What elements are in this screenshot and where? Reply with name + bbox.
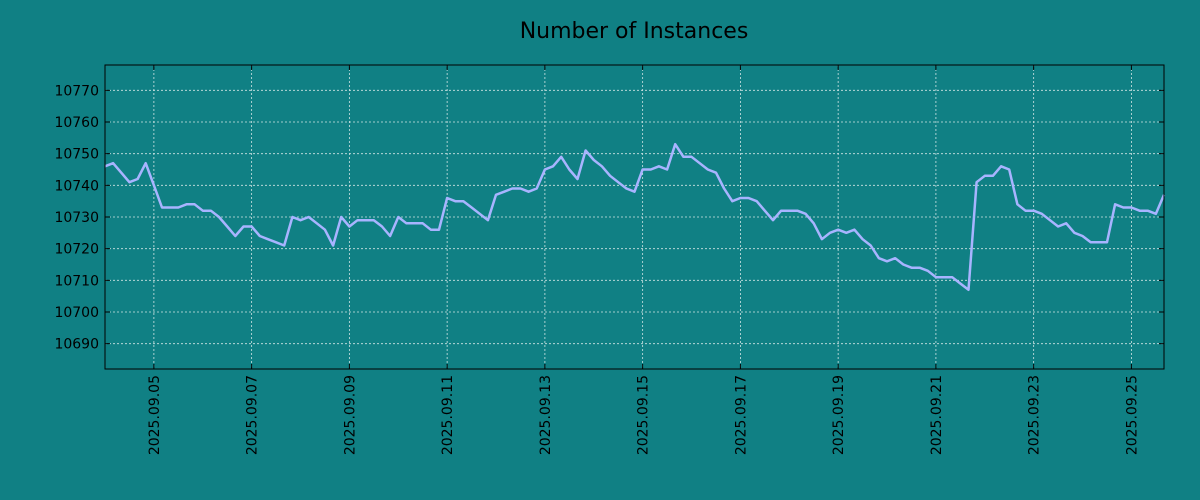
- y-tick-label: 10700: [54, 305, 99, 321]
- x-tick-label: 2025.09.19: [831, 375, 847, 455]
- x-tick-label: 2025.09.23: [1027, 375, 1043, 455]
- x-tick-label: 2025.09.15: [636, 375, 652, 455]
- y-tick-label: 10750: [54, 147, 99, 163]
- x-tick-label: 2025.09.13: [538, 375, 554, 455]
- tick-marks: [105, 65, 1164, 369]
- y-tick-label: 10710: [54, 273, 99, 289]
- y-tick-label: 10740: [54, 178, 99, 194]
- y-tick-label: 10760: [54, 115, 99, 131]
- series-layer: [104, 142, 1166, 292]
- x-tick-label: 2025.09.17: [733, 375, 749, 455]
- series-line: [104, 142, 1166, 292]
- x-tick-label: 2025.09.21: [929, 375, 945, 455]
- grid-lines: [105, 65, 1164, 369]
- x-tick-label: 2025.09.09: [342, 375, 358, 455]
- chart-title: Number of Instances: [520, 19, 749, 44]
- x-tick-label: 2025.09.11: [440, 375, 456, 455]
- x-tick-label: 2025.09.07: [245, 375, 261, 455]
- x-tick-label: 2025.09.05: [147, 375, 163, 455]
- y-tick-label: 10720: [54, 242, 99, 258]
- y-axis-labels: 10690 10700 10710 10720 10730 10740 10750 10760…: [54, 83, 99, 352]
- x-axis-labels: 2025.09.05 2025.09.07 2025.09.09 2025.09.11…: [147, 375, 1141, 455]
- y-tick-label: 10770: [54, 83, 99, 99]
- x-tick-label: 2025.09.25: [1124, 375, 1140, 455]
- y-tick-label: 10730: [54, 210, 99, 226]
- y-tick-label: 10690: [54, 337, 99, 353]
